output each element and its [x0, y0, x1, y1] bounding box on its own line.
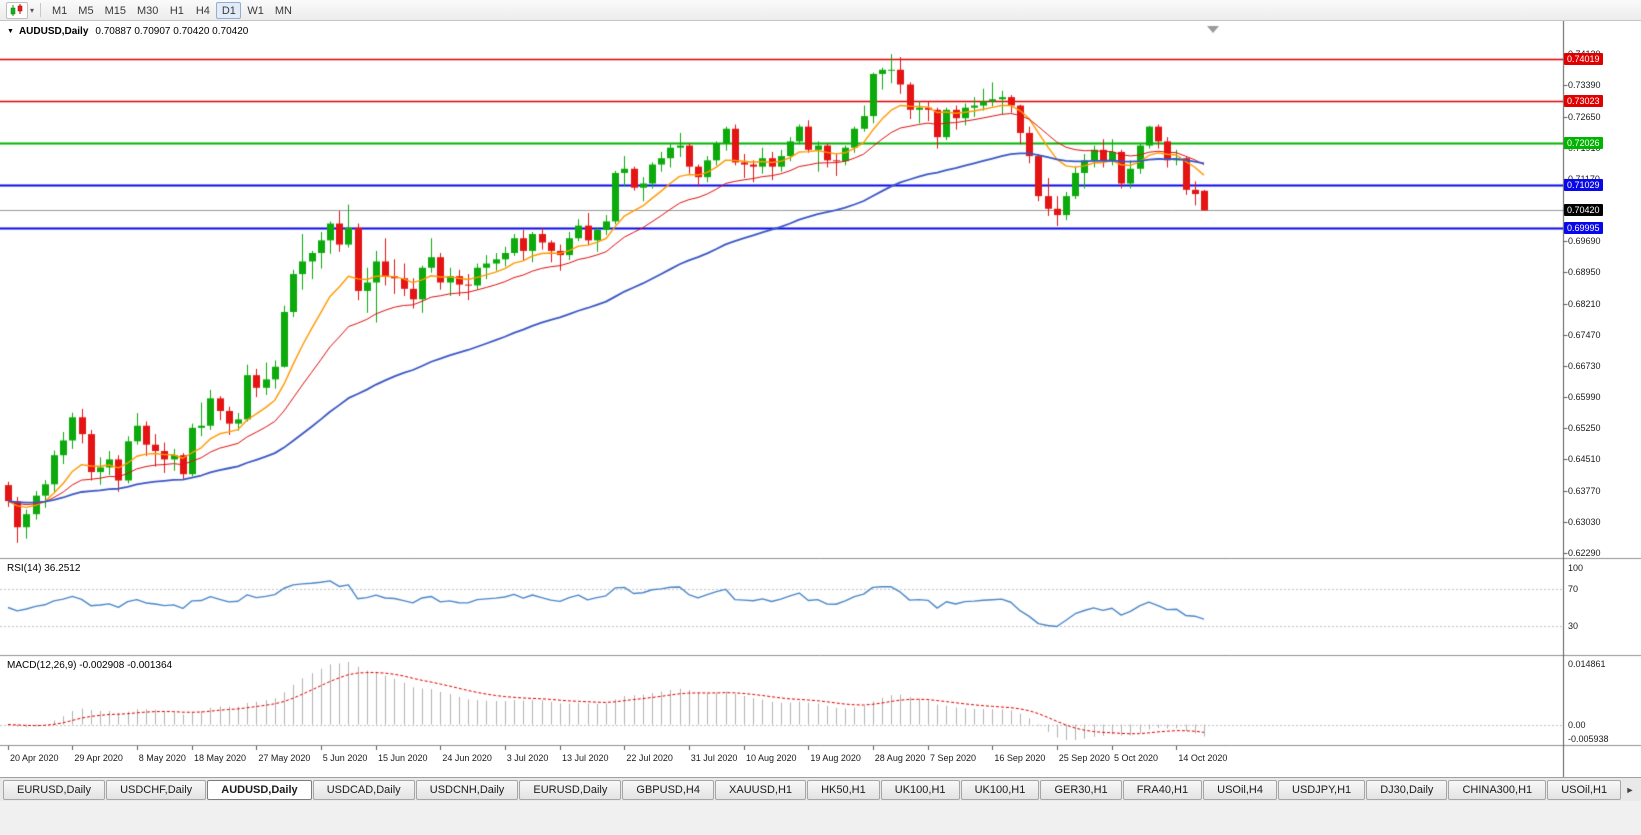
- chart-tab-china300-h1[interactable]: CHINA300,H1: [1448, 779, 1547, 800]
- timeframes-toolbar: ▾ M1 M5 M15 M30 H1 H4 D1 W1 MN: [0, 0, 1641, 21]
- rsi-indicator-label: RSI(14) 36.2512: [7, 563, 81, 574]
- chart-tab-xauusd-h1[interactable]: XAUUSD,H1: [715, 779, 807, 800]
- price-chart-canvas[interactable]: [0, 21, 1641, 777]
- timeframe-button-d1[interactable]: D1: [216, 1, 242, 19]
- chart-tab-dj30-daily[interactable]: DJ30,Daily: [1366, 779, 1448, 800]
- chart-tab-audusd-daily[interactable]: AUDUSD,Daily: [207, 779, 312, 800]
- date-axis[interactable]: [0, 746, 1563, 777]
- chart-tab-eurusd-daily[interactable]: EURUSD,Daily: [519, 779, 622, 800]
- chart-tab-eurusd-daily[interactable]: EURUSD,Daily: [3, 779, 106, 800]
- chart-tab-usoil-h1[interactable]: USOil,H1: [1547, 779, 1622, 800]
- chart-ohlc-values: 0.70887 0.70907 0.70420 0.70420: [95, 26, 249, 37]
- chart-tab-hk50-h1[interactable]: HK50,H1: [807, 779, 880, 800]
- chart-tab-usoil-h4[interactable]: USOil,H4: [1203, 779, 1277, 800]
- timeframe-button-m5[interactable]: M5: [78, 4, 94, 17]
- chart-tab-usdchf-daily[interactable]: USDCHF,Daily: [106, 779, 207, 800]
- chart-tab-fra40-h1[interactable]: FRA40,H1: [1122, 779, 1203, 800]
- chart-window-audusd-daily: ▼ AUDUSD,Daily 0.70887 0.70907 0.70420 0.7…: [0, 21, 1641, 777]
- timeframe-button-m15[interactable]: M15: [104, 4, 126, 17]
- timeframe-button-m1[interactable]: M1: [52, 4, 68, 17]
- macd-indicator-label: MACD(12,26,9) -0.002908 -0.001364: [7, 660, 173, 671]
- tabs-scroll-right-button[interactable]: ►: [1625, 784, 1635, 795]
- macd-panel[interactable]: [0, 657, 1563, 745]
- timeframe-buttons: M1 M5 M15 M30 H1 H4 D1 W1 MN: [47, 1, 297, 19]
- timeframe-button-h4[interactable]: H4: [195, 4, 210, 17]
- toolbar-separator: [40, 3, 42, 17]
- timeframe-button-h1[interactable]: H1: [169, 4, 184, 17]
- candlestick-chart-glyph: [10, 3, 23, 16]
- chart-collapse-icon[interactable]: ▼: [7, 28, 14, 35]
- timeframe-button-m30[interactable]: M30: [136, 4, 159, 17]
- chart-tab-gbpusd-h4[interactable]: GBPUSD,H4: [622, 779, 715, 800]
- chart-tab-uk100-h1[interactable]: UK100,H1: [880, 779, 960, 800]
- chart-title: ▼ AUDUSD,Daily 0.70887 0.70907 0.70420 0.7…: [7, 26, 248, 37]
- chart-tab-ger30-h1[interactable]: GER30,H1: [1040, 779, 1122, 800]
- chart-tabs: EURUSD,Daily USDCHF,Daily AUDUSD,Daily USDC…: [3, 779, 1622, 800]
- timeframe-button-mn[interactable]: MN: [274, 4, 292, 17]
- chart-tabs-bar: EURUSD,Daily USDCHF,Daily AUDUSD,Daily USDC…: [0, 777, 1641, 801]
- chart-tab-usdcad-daily[interactable]: USDCAD,Daily: [312, 779, 415, 800]
- chart-tab-usdcnh-daily[interactable]: USDCNH,Daily: [415, 779, 519, 800]
- timeframe-button-w1[interactable]: W1: [247, 4, 264, 17]
- chart-type-icon[interactable]: [6, 1, 28, 19]
- chart-tab-uk100-h1[interactable]: UK100,H1: [960, 779, 1040, 800]
- rsi-panel[interactable]: [0, 561, 1563, 655]
- chart-type-dropdown-caret[interactable]: ▾: [30, 5, 35, 15]
- chart-symbol-period: AUDUSD,Daily: [18, 26, 89, 37]
- chart-tab-usdjpy-h1[interactable]: USDJPY,H1: [1278, 779, 1366, 800]
- price-axis[interactable]: [1564, 21, 1641, 777]
